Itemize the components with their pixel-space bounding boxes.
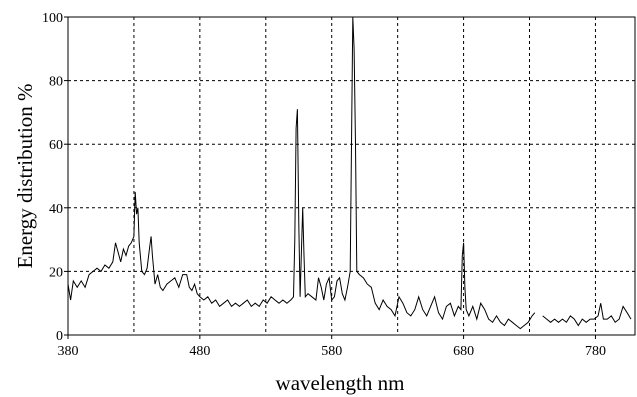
x-tick-label: 780 <box>585 344 606 359</box>
x-tick-label: 380 <box>58 344 79 359</box>
x-axis-label: wavelength nm <box>276 371 405 395</box>
y-axis-label: Energy distribution % <box>13 83 37 268</box>
plot-frame <box>67 16 636 336</box>
spectrum-line <box>67 16 632 330</box>
y-tick-label: 20 <box>49 265 63 280</box>
y-tick-label: 0 <box>56 329 63 344</box>
x-tick-label: 480 <box>189 344 210 359</box>
y-tick-label: 60 <box>49 138 63 153</box>
y-tick-label: 100 <box>42 11 63 26</box>
x-tick-label: 680 <box>453 344 474 359</box>
y-tick-label: 80 <box>49 75 63 90</box>
y-tick-label: 40 <box>49 202 63 217</box>
x-tick-label: 580 <box>321 344 342 359</box>
